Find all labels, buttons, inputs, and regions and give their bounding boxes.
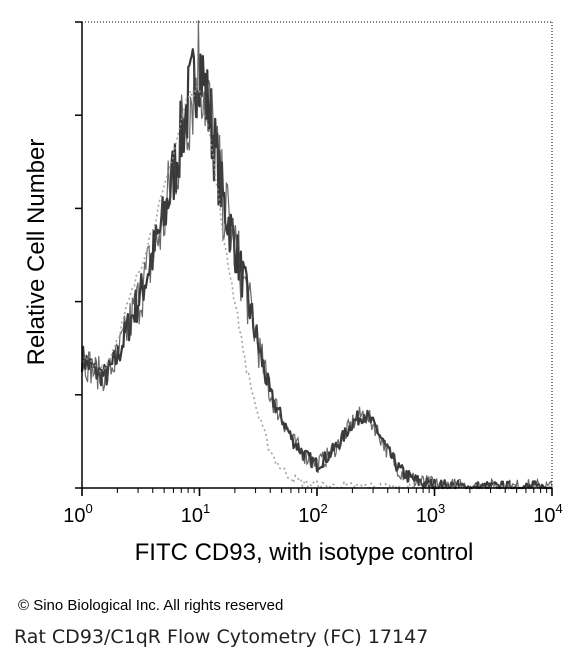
series-1 bbox=[80, 20, 553, 491]
figure-caption: Rat CD93/C1qR Flow Cytometry (FC) 17147 bbox=[14, 626, 429, 648]
x-tick-label-base: 10 bbox=[416, 505, 438, 527]
x-tick-label: 103 bbox=[416, 501, 445, 527]
x-tick-label-exponent: 4 bbox=[556, 501, 563, 516]
x-tick-label-base: 10 bbox=[533, 505, 555, 527]
flow-cytometry-histogram: 100 101 102 103 104 FITC CD93, with isotype … bbox=[23, 20, 563, 566]
x-tick-label: 102 bbox=[298, 501, 327, 527]
series-2-trace bbox=[81, 81, 553, 490]
x-tick-label-base: 10 bbox=[298, 505, 320, 527]
x-tick-label-base: 10 bbox=[63, 505, 85, 527]
series-layer bbox=[80, 20, 553, 491]
x-axis-title: FITC CD93, with isotype control bbox=[135, 539, 474, 566]
x-tick-label-exponent: 1 bbox=[203, 501, 210, 516]
x-tick-label: 104 bbox=[533, 501, 562, 527]
x-tick-label: 101 bbox=[181, 501, 210, 527]
series-2 bbox=[81, 81, 553, 490]
x-tick-label-exponent: 2 bbox=[321, 501, 328, 516]
labels-layer: 100 101 102 103 104 bbox=[63, 501, 562, 527]
x-tick-label-exponent: 0 bbox=[86, 501, 93, 516]
series-1-trace bbox=[80, 48, 552, 490]
axes-layer bbox=[75, 21, 553, 496]
x-tick-label-exponent: 3 bbox=[438, 501, 445, 516]
y-axis-title: Relative Cell Number bbox=[23, 139, 50, 366]
x-tick-label: 100 bbox=[63, 501, 92, 527]
copyright-notice: © Sino Biological Inc. All rights reserv… bbox=[18, 597, 284, 614]
x-tick-label-base: 10 bbox=[181, 505, 203, 527]
